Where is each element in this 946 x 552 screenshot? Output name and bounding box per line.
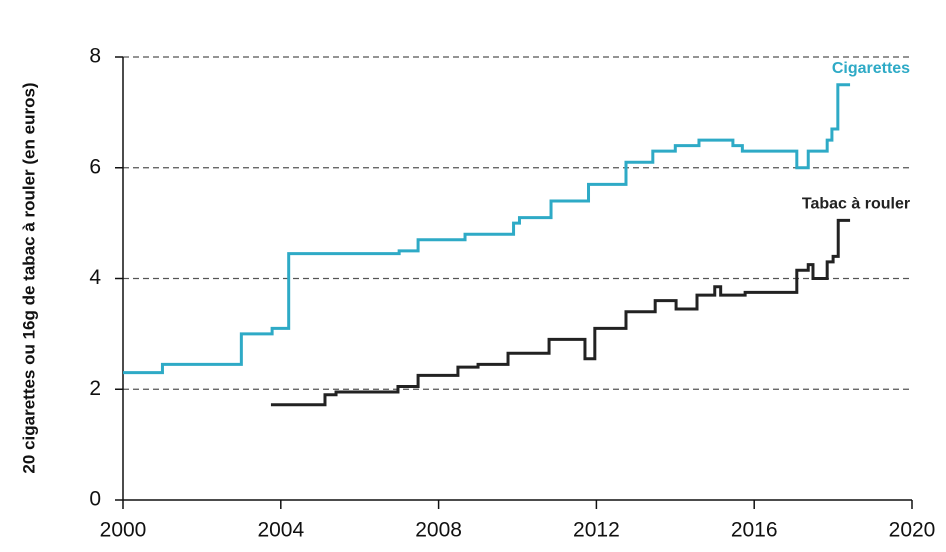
- x-tick-label: 2020: [889, 519, 936, 542]
- y-tick-label: 4: [89, 266, 101, 289]
- y-tick-label: 0: [89, 488, 101, 511]
- series-label: Tabac à rouler: [802, 196, 910, 213]
- x-tick-label: 2016: [731, 519, 778, 542]
- x-tick-label: 2004: [257, 519, 304, 542]
- y-tick-label: 2: [89, 377, 101, 400]
- x-tick-label: 2008: [415, 519, 462, 542]
- series-line: [123, 83, 851, 375]
- x-tick-label: 2012: [573, 519, 620, 542]
- y-tick-label: 6: [89, 155, 101, 178]
- series-line: [270, 218, 851, 407]
- y-axis-label: 20 cigarettes ou 16g de tabac à rouler (…: [19, 82, 38, 473]
- series-label: Cigarettes: [832, 60, 910, 77]
- y-tick-label: 8: [89, 45, 101, 68]
- x-tick-label: 2000: [100, 519, 147, 542]
